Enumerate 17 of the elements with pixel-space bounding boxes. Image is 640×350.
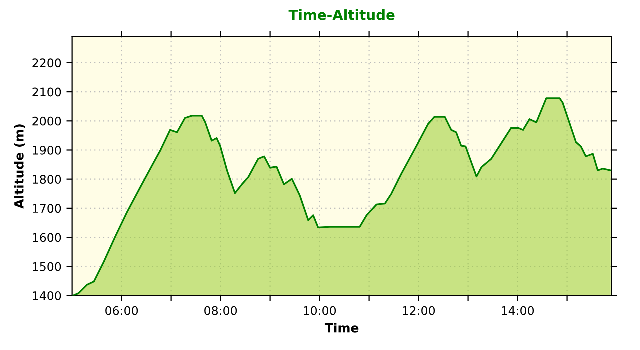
x-tick-label: 14:00 xyxy=(502,306,534,316)
y-tick-label: 1400 xyxy=(33,291,62,300)
x-tick-label: 10:00 xyxy=(304,306,336,316)
y-tick-label: 1500 xyxy=(33,262,62,272)
y-tick-label: 1700 xyxy=(33,204,62,214)
y-tick-label: 2100 xyxy=(32,88,62,97)
x-axis-title: Time xyxy=(324,323,359,333)
y-tick-label: 2000 xyxy=(32,116,62,126)
x-tick-label: 06:00 xyxy=(106,306,138,316)
y-tick-label: 2200 xyxy=(32,58,62,68)
y-tick-label: 1600 xyxy=(33,233,62,242)
x-tick-label: 12:00 xyxy=(403,306,436,316)
y-axis-title: Altitude (m) xyxy=(14,124,26,209)
y-tick-label: 1900 xyxy=(33,146,62,155)
y-tick-label: 1800 xyxy=(33,175,62,184)
chart-title: Time-Altitude xyxy=(288,10,395,20)
x-tick-label: 08:00 xyxy=(204,306,238,316)
